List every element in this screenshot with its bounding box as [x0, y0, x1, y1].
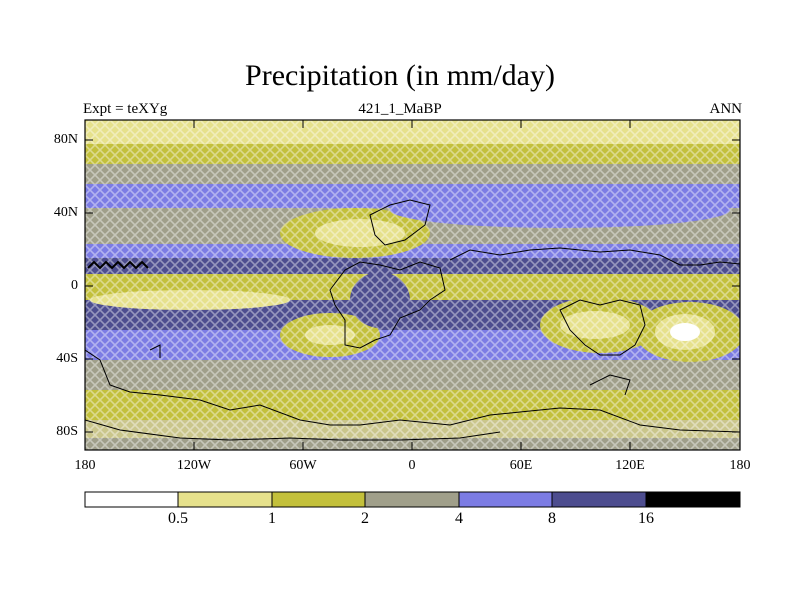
colorbar-swatch: [271, 491, 366, 508]
lat-tick-label: 80N: [53, 132, 78, 147]
colorbar-swatch: [458, 491, 553, 508]
lon-tick-label: 0: [408, 458, 416, 473]
coastlines: [85, 199, 740, 441]
lon-tick-label: 120E: [615, 458, 645, 473]
lon-tick-label: 120W: [176, 458, 212, 473]
map-ticks: [84, 120, 741, 450]
colorbar-level-label: 16: [638, 510, 654, 527]
colorbar-swatch: [364, 491, 460, 508]
lon-tick-label: 180: [729, 458, 751, 473]
colorbar-level-label: 4: [455, 510, 463, 527]
page-title: Precipitation (in mm/day): [245, 59, 555, 92]
colorbar-swatch: [177, 491, 273, 508]
wavy-contour: [87, 260, 149, 270]
colorbar-swatch: [645, 491, 741, 508]
colorbar-level-label: 2: [361, 510, 369, 527]
colorbar-swatch: [551, 491, 647, 508]
colorbar-level-label: 8: [548, 510, 556, 527]
colorbar-swatch: [84, 491, 179, 508]
lat-tick-label: 40N: [53, 205, 78, 220]
colorbar: [84, 491, 741, 508]
colorbar-level-label: 0.5: [168, 510, 188, 527]
colorbar-level-label: 1: [268, 510, 276, 527]
season-label: ANN: [709, 101, 743, 117]
run-label: 421_1_MaBP: [358, 101, 442, 117]
lat-tick-label: 0: [71, 278, 78, 293]
lat-tick-label: 40S: [56, 351, 78, 366]
lon-tick-label: 60E: [509, 458, 533, 473]
lon-tick-label: 60W: [289, 458, 317, 473]
lat-tick-label: 80S: [56, 424, 78, 439]
experiment-label: Expt = teXYg: [83, 101, 168, 117]
precipitation-field: [85, 120, 740, 450]
lon-tick-label: 180: [74, 458, 96, 473]
